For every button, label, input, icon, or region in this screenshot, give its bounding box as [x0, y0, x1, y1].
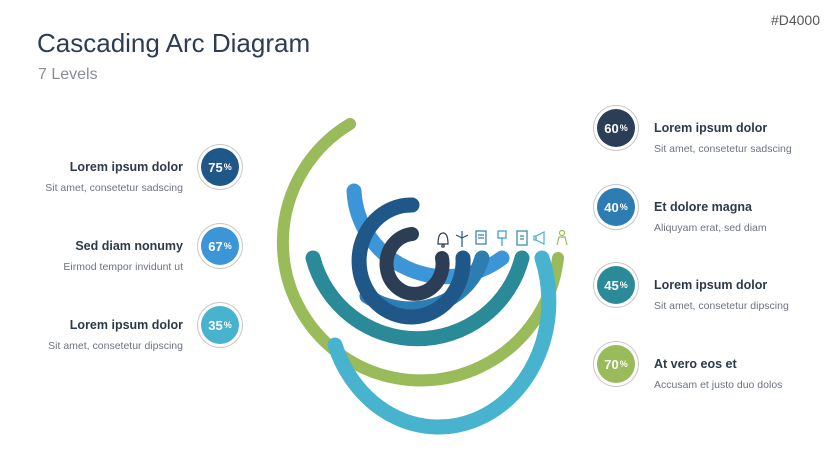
percent-badge: 70%: [597, 345, 635, 383]
level-label: Lorem ipsum dolor: [69, 318, 183, 332]
arc-level-2: [351, 197, 471, 325]
percent-badge: 60%: [597, 109, 635, 147]
document-icon: [475, 230, 487, 245]
percent-badge: 40%: [597, 188, 635, 226]
level-label: At vero eos et: [654, 357, 737, 371]
level-label: Lorem ipsum dolor: [654, 121, 768, 135]
level-label: Lorem ipsum dolor: [69, 160, 183, 174]
level-desc: Sit amet, consetetur sadscing: [45, 182, 183, 194]
page-title: Cascading Arc Diagram: [37, 28, 311, 58]
level-desc: Eirmod tempor invidunt ut: [63, 261, 183, 273]
percent-badge: 35%: [201, 306, 239, 344]
level-desc: Accusam et justo duo dolos: [654, 379, 783, 391]
person-icon: [556, 229, 568, 246]
level-desc: Sit amet, consetetur sadscing: [654, 143, 792, 155]
percent-badge: 45%: [597, 266, 635, 304]
wind-turbine-icon: [455, 231, 469, 247]
slide-code: #D4000: [770, 12, 820, 28]
megaphone-icon: [533, 231, 545, 245]
level-desc: Aliquyam erat, sed diam: [654, 222, 767, 234]
level-desc: Sit amet, consetetur dipscing: [654, 300, 789, 312]
percent-badge: 67%: [201, 227, 239, 265]
page-subtitle: 7 Levels: [38, 66, 98, 83]
level-label: Sed diam nonumy: [75, 239, 183, 253]
arc-level-6: [327, 250, 557, 435]
level-desc: Sit amet, consetetur dipscing: [48, 340, 183, 352]
percent-badge: 75%: [201, 148, 239, 186]
pushpin-icon: [497, 230, 507, 246]
clipboard-icon: [516, 230, 528, 246]
level-label: Et dolore magna: [654, 200, 752, 214]
level-label: Lorem ipsum dolor: [654, 278, 768, 292]
arc-level-5: [305, 250, 530, 347]
bell-icon: [437, 232, 449, 248]
arc-level-1: [379, 227, 450, 301]
